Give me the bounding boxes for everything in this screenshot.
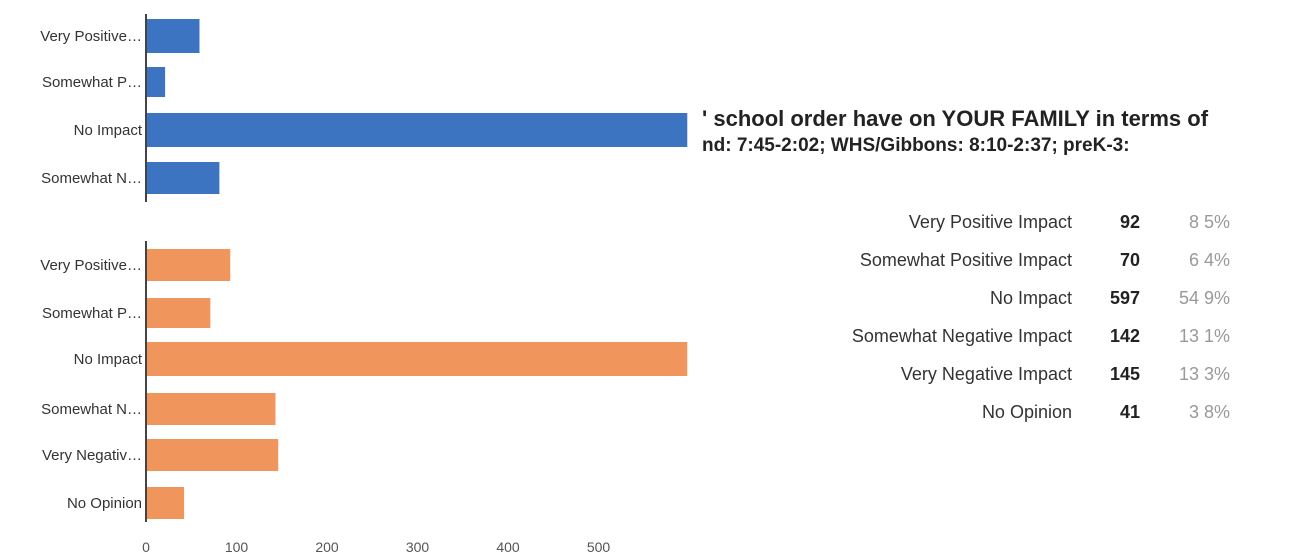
summary-percent: 3 8% <box>1188 401 1230 422</box>
bar <box>147 298 211 328</box>
summary-row: No Opinion 41 3 8% <box>760 393 1230 431</box>
category-label: Somewhat N… <box>41 401 142 418</box>
bar <box>147 249 231 281</box>
summary-count: 145 <box>1109 363 1140 384</box>
chart-2: Very Positive… Somewhat P… No Impact Somewh… <box>40 241 688 555</box>
summary-count: 597 <box>1109 287 1140 308</box>
x-tick-label: 200 <box>315 539 339 555</box>
category-label: Somewhat P… <box>42 305 142 322</box>
category-label: Very Negativ… <box>42 447 142 464</box>
summary-table: Very Positive Impact 92 8 5% Somewhat Po… <box>760 203 1230 431</box>
question-title: ' school order have on YOUR FAMILY in te… <box>702 105 1287 159</box>
summary-label: Very Negative Impact <box>900 363 1072 384</box>
summary-percent: 13 3% <box>1178 363 1230 384</box>
summary-label: Somewhat Negative Impact <box>851 325 1072 346</box>
chart-1: Very Positive… Somewhat P… No Impact Somewh… <box>40 14 688 202</box>
category-label: Somewhat P… <box>42 74 142 91</box>
summary-row: Very Positive Impact 92 8 5% <box>760 203 1230 241</box>
summary-row: Very Negative Impact 145 13 3% <box>760 355 1230 393</box>
category-label: No Impact <box>74 351 143 368</box>
summary-percent: 54 9% <box>1178 287 1230 308</box>
title-line-2: nd: 7:45-2:02; WHS/Gibbons: 8:10-2:37; p… <box>702 135 1130 156</box>
bar <box>147 439 279 471</box>
summary-count: 92 <box>1119 211 1140 232</box>
summary-count: 70 <box>1119 249 1140 270</box>
summary-percent: 13 1% <box>1178 325 1230 346</box>
bar <box>147 393 276 425</box>
summary-label: Very Positive Impact <box>908 211 1072 232</box>
title-line-1: ' school order have on YOUR FAMILY in te… <box>702 106 1209 131</box>
bar <box>147 113 688 147</box>
x-tick-label: 0 <box>142 539 150 555</box>
summary-count: 142 <box>1109 325 1140 346</box>
category-label: Very Positive… <box>40 28 142 45</box>
bar <box>147 342 688 376</box>
summary-row: Somewhat Negative Impact 142 13 1% <box>760 317 1230 355</box>
bar <box>147 487 185 519</box>
category-label: No Impact <box>74 122 143 139</box>
bar <box>147 67 166 97</box>
bar <box>147 19 200 53</box>
x-tick-label: 500 <box>587 539 611 555</box>
x-tick-label: 400 <box>496 539 520 555</box>
summary-percent: 6 4% <box>1188 249 1230 270</box>
summary-label: No Opinion <box>981 401 1072 422</box>
summary-percent: 8 5% <box>1188 211 1230 232</box>
summary-count: 41 <box>1119 401 1140 422</box>
bar <box>147 162 220 194</box>
category-label: Very Positive… <box>40 257 142 274</box>
summary-row: Somewhat Positive Impact 70 6 4% <box>760 241 1230 279</box>
summary-row: No Impact 597 54 9% <box>760 279 1230 317</box>
x-tick-label: 100 <box>225 539 249 555</box>
category-label: Somewhat N… <box>41 170 142 187</box>
category-label: No Opinion <box>67 495 142 512</box>
summary-label: Somewhat Positive Impact <box>859 249 1072 270</box>
x-tick-label: 300 <box>406 539 430 555</box>
summary-label: No Impact <box>989 287 1072 308</box>
